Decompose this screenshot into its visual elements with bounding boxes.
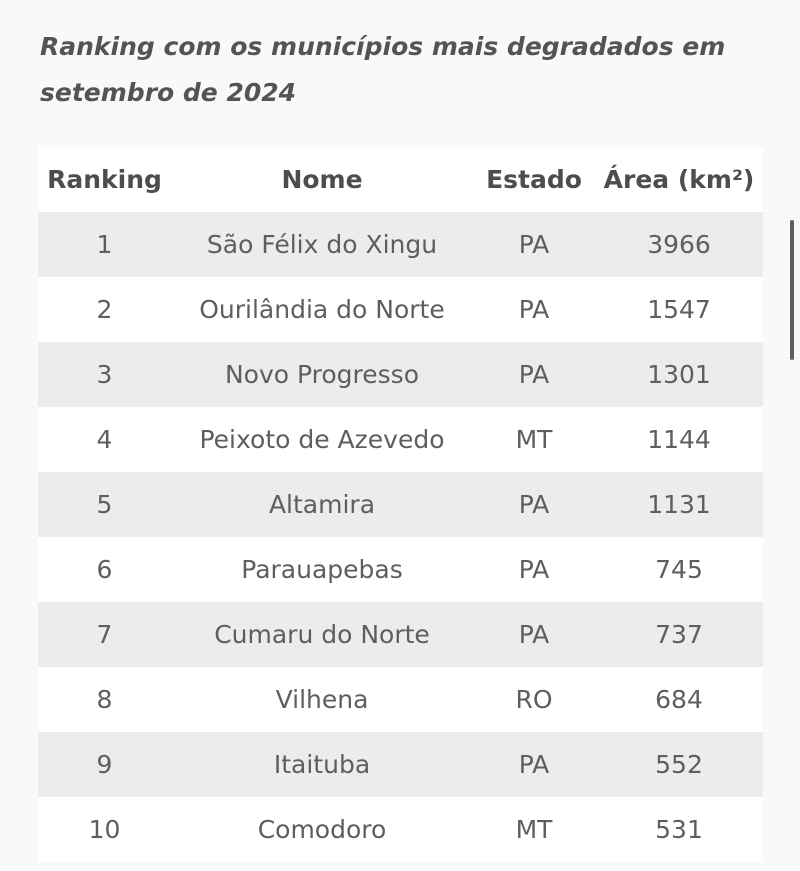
cell-state: PA (518, 555, 550, 584)
table-row: 6 Parauapebas PA 745 (38, 537, 763, 602)
cell-rank: 4 (96, 425, 113, 454)
cell-state: PA (518, 620, 550, 649)
cell-state: RO (515, 685, 553, 714)
cell-rank: 7 (96, 620, 113, 649)
cell-name: Ourilândia do Norte (199, 295, 445, 324)
cell-state: MT (515, 815, 553, 844)
cell-rank: 9 (96, 750, 113, 779)
cell-rank: 5 (96, 490, 113, 519)
table-row: 8 Vilhena RO 684 (38, 667, 763, 732)
cell-name: Novo Progresso (224, 360, 420, 389)
cell-state: PA (518, 295, 550, 324)
cell-area: 1547 (647, 295, 711, 324)
table-row: 3 Novo Progresso PA 1301 (38, 342, 763, 407)
header-estado: Estado (486, 165, 582, 194)
cell-rank: 6 (96, 555, 113, 584)
table-row: 7 Cumaru do Norte PA 737 (38, 602, 763, 667)
table-row: 9 Itaituba PA 552 (38, 732, 763, 797)
cell-state: PA (518, 490, 550, 519)
cell-rank: 3 (96, 360, 113, 389)
cell-area: 1301 (647, 360, 711, 389)
cell-state: PA (518, 230, 550, 259)
cell-name: Peixoto de Azevedo (199, 425, 445, 454)
cell-rank: 1 (96, 230, 113, 259)
cell-area: 1131 (647, 490, 711, 519)
cell-name: Vilhena (275, 685, 369, 714)
cell-name: Cumaru do Norte (214, 620, 430, 649)
cell-area: 745 (655, 555, 703, 584)
header-ranking: Ranking (47, 165, 162, 194)
cell-name: Parauapebas (241, 555, 403, 584)
cell-name: São Félix do Xingu (206, 230, 438, 259)
header-area: Área (km²) (603, 165, 755, 194)
table-row: 4 Peixoto de Azevedo MT 1144 (38, 407, 763, 472)
cell-rank: 10 (88, 815, 121, 844)
table-row: 5 Altamira PA 1131 (38, 472, 763, 537)
cell-name: Itaituba (273, 750, 371, 779)
ranking-table: Ranking Nome Estado Área (km²) 1 São Fél… (38, 147, 763, 862)
cell-area: 1144 (647, 425, 711, 454)
cell-name: Altamira (268, 490, 376, 519)
cell-area: 3966 (647, 230, 711, 259)
ranking-table-container: Ranking Nome Estado Área (km²) 1 São Fél… (38, 147, 763, 862)
cell-state: PA (518, 360, 550, 389)
table-row: 1 São Félix do Xingu PA 3966 (38, 212, 763, 277)
vertical-scrollbar[interactable] (790, 220, 794, 360)
cell-state: MT (515, 425, 553, 454)
cell-area: 684 (655, 685, 703, 714)
cell-area: 552 (655, 750, 703, 779)
header-nome: Nome (281, 165, 363, 194)
cell-area: 531 (655, 815, 703, 844)
cell-area: 737 (655, 620, 703, 649)
cell-name: Comodoro (257, 815, 387, 844)
table-row: 10 Comodoro MT 531 (38, 797, 763, 862)
cell-rank: 2 (96, 295, 113, 324)
table-row: 2 Ourilândia do Norte PA 1547 (38, 277, 763, 342)
cell-rank: 8 (96, 685, 113, 714)
page-title: Ranking com os municípios mais degradado… (40, 32, 726, 107)
table-header-row: Ranking Nome Estado Área (km²) (38, 147, 763, 212)
cell-state: PA (518, 750, 550, 779)
